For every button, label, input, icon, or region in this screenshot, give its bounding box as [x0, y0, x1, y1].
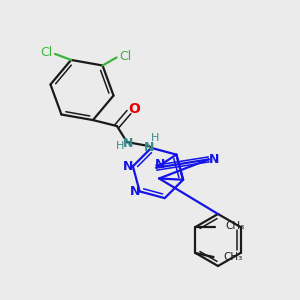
Text: CH₃: CH₃ [224, 252, 243, 262]
Text: O: O [128, 102, 140, 116]
Text: N: N [129, 185, 140, 198]
Text: Cl: Cl [40, 46, 52, 59]
Text: N: N [123, 160, 133, 173]
Text: Cl: Cl [119, 50, 132, 63]
Text: CH₃: CH₃ [226, 221, 245, 231]
Text: N: N [155, 158, 165, 171]
Text: N: N [123, 136, 133, 150]
Text: H: H [151, 133, 159, 143]
Text: N: N [144, 141, 154, 154]
Text: H: H [116, 141, 124, 151]
Text: N: N [208, 153, 219, 166]
